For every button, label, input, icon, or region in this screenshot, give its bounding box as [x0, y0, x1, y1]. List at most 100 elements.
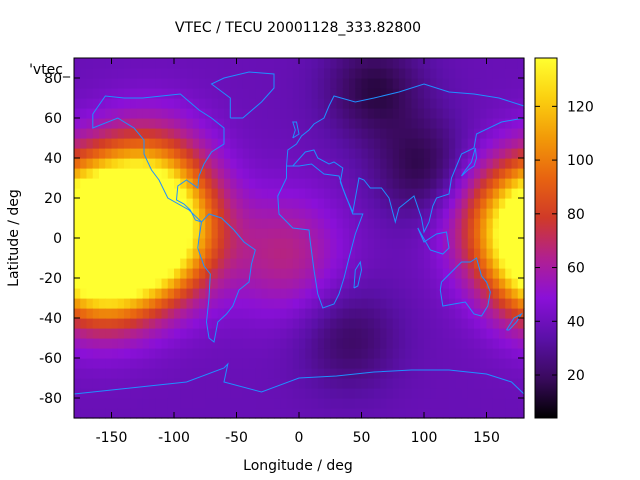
heatmap-cell [367, 128, 375, 139]
heatmap-cell [99, 58, 106, 69]
heatmap-cell [149, 298, 156, 309]
heatmap-cell [411, 98, 419, 109]
heatmap-cell [205, 178, 213, 189]
heatmap-cell [405, 58, 413, 69]
heatmap-cell [311, 248, 319, 259]
heatmap-cell [417, 368, 425, 379]
heatmap-cell [236, 248, 244, 259]
heatmap-cell [517, 378, 525, 389]
heatmap-cell [411, 198, 419, 209]
heatmap-cell [261, 108, 269, 119]
heatmap-cell [467, 258, 475, 269]
heatmap-cell [174, 158, 181, 169]
heatmap-cell [155, 368, 163, 379]
heatmap-cell [161, 318, 169, 329]
heatmap-cell [311, 188, 319, 199]
heatmap-cell [361, 328, 369, 339]
heatmap-cell [436, 278, 444, 289]
heatmap-cell [161, 408, 169, 419]
heatmap-cell [455, 288, 463, 299]
heatmap-cell [280, 318, 288, 329]
heatmap-cell [474, 178, 481, 189]
heatmap-cell [399, 228, 406, 239]
heatmap-cell [292, 268, 300, 279]
heatmap-cell [217, 228, 225, 239]
heatmap-cell [467, 388, 475, 399]
heatmap-cell [424, 198, 431, 209]
heatmap-cell [149, 218, 156, 229]
heatmap-cell [105, 178, 113, 189]
heatmap-cell [299, 198, 306, 209]
heatmap-cell [111, 158, 119, 169]
heatmap-cell [399, 78, 406, 89]
heatmap-cell [230, 208, 238, 219]
heatmap-cell [499, 348, 506, 359]
heatmap-cell [367, 88, 375, 99]
heatmap-cell [405, 348, 413, 359]
heatmap-cell [124, 348, 131, 359]
heatmap-cell [324, 218, 331, 229]
heatmap-cell [230, 58, 238, 69]
heatmap-cell [217, 248, 225, 259]
heatmap-cell [474, 338, 481, 349]
heatmap-cell [467, 288, 475, 299]
heatmap-cell [205, 128, 213, 139]
heatmap-cell [405, 218, 413, 229]
heatmap-cell [499, 288, 506, 299]
heatmap-cell [455, 268, 463, 279]
heatmap-cell [511, 348, 519, 359]
heatmap-cell [411, 158, 419, 169]
heatmap-cell [124, 188, 131, 199]
heatmap-cell [124, 128, 131, 139]
heatmap-cell [205, 58, 213, 69]
heatmap-cell [211, 118, 219, 129]
heatmap-cell [211, 128, 219, 139]
heatmap-cell [174, 148, 181, 159]
heatmap-cell [299, 108, 306, 119]
heatmap-cell [380, 308, 388, 319]
heatmap-cell [280, 58, 288, 69]
heatmap-cell [330, 388, 338, 399]
heatmap-cell [499, 318, 506, 329]
heatmap-cell [461, 378, 469, 389]
heatmap-cell [117, 68, 125, 79]
heatmap-cell [349, 68, 356, 79]
heatmap-cell [430, 128, 438, 139]
heatmap-cell [136, 178, 144, 189]
heatmap-cell [167, 288, 175, 299]
heatmap-cell [280, 88, 288, 99]
heatmap-cell [267, 238, 275, 249]
heatmap-cell [167, 148, 175, 159]
heatmap-cell [411, 368, 419, 379]
heatmap-cell [355, 168, 363, 179]
heatmap-cell [299, 68, 306, 79]
heatmap-cell [236, 118, 244, 129]
heatmap-cell [149, 98, 156, 109]
heatmap-cell [367, 68, 375, 79]
heatmap-cell [311, 308, 319, 319]
heatmap-cell [236, 298, 244, 309]
heatmap-cell [192, 238, 200, 249]
heatmap-cell [405, 398, 413, 409]
heatmap-cell [336, 198, 344, 209]
heatmap-cell [292, 58, 300, 69]
heatmap-cell [355, 178, 363, 189]
heatmap-cell [405, 98, 413, 109]
heatmap-cell [249, 268, 256, 279]
heatmap-cell [149, 88, 156, 99]
heatmap-cell [449, 388, 456, 399]
heatmap-cell [167, 198, 175, 209]
heatmap-cell [217, 158, 225, 169]
heatmap-cell [149, 248, 156, 259]
heatmap-cell [486, 168, 494, 179]
heatmap-cell [311, 58, 319, 69]
heatmap-cell [274, 188, 281, 199]
heatmap-cell [436, 208, 444, 219]
heatmap-cell [436, 178, 444, 189]
heatmap-cell [392, 138, 400, 149]
heatmap-cell [461, 178, 469, 189]
heatmap-cell [492, 328, 500, 339]
heatmap-cell [374, 178, 381, 189]
heatmap-cell [336, 208, 344, 219]
heatmap-cell [230, 148, 238, 159]
